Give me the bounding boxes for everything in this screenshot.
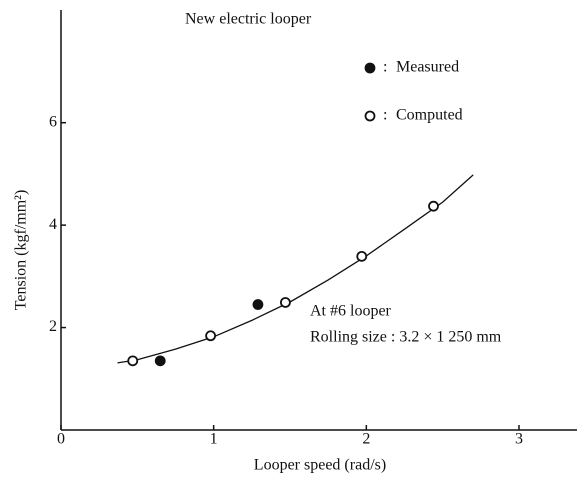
x-tick-label: 0 — [57, 431, 65, 448]
y-axis-label: Tension (kgf/mm²) — [13, 190, 30, 311]
marker — [154, 355, 166, 367]
x-tick-label: 2 — [362, 431, 370, 448]
annotation: At #6 looper — [310, 303, 392, 320]
marker — [205, 330, 217, 342]
marker — [252, 299, 264, 310]
legend-marker — [364, 110, 376, 122]
legend-separator: : — [383, 59, 387, 76]
y-tick-label: 2 — [49, 318, 57, 335]
annotation: Rolling size : 3.2 × 1 250 mm — [310, 329, 502, 346]
marker — [356, 250, 368, 262]
x-tick-label: 1 — [210, 431, 218, 448]
legend-label: Measured — [396, 59, 459, 76]
legend-separator: : — [383, 107, 387, 124]
legend-marker — [364, 62, 376, 74]
marker — [280, 297, 291, 308]
y-tick-label: 4 — [49, 216, 57, 233]
marker — [127, 355, 139, 367]
chart-title: New electric looper — [185, 11, 312, 28]
x-axis-label: Looper speed (rad/s) — [254, 457, 386, 474]
legend-label: Computed — [396, 107, 463, 124]
marker — [428, 200, 439, 212]
y-tick-label: 6 — [49, 113, 57, 130]
x-tick-label: 3 — [515, 431, 523, 448]
